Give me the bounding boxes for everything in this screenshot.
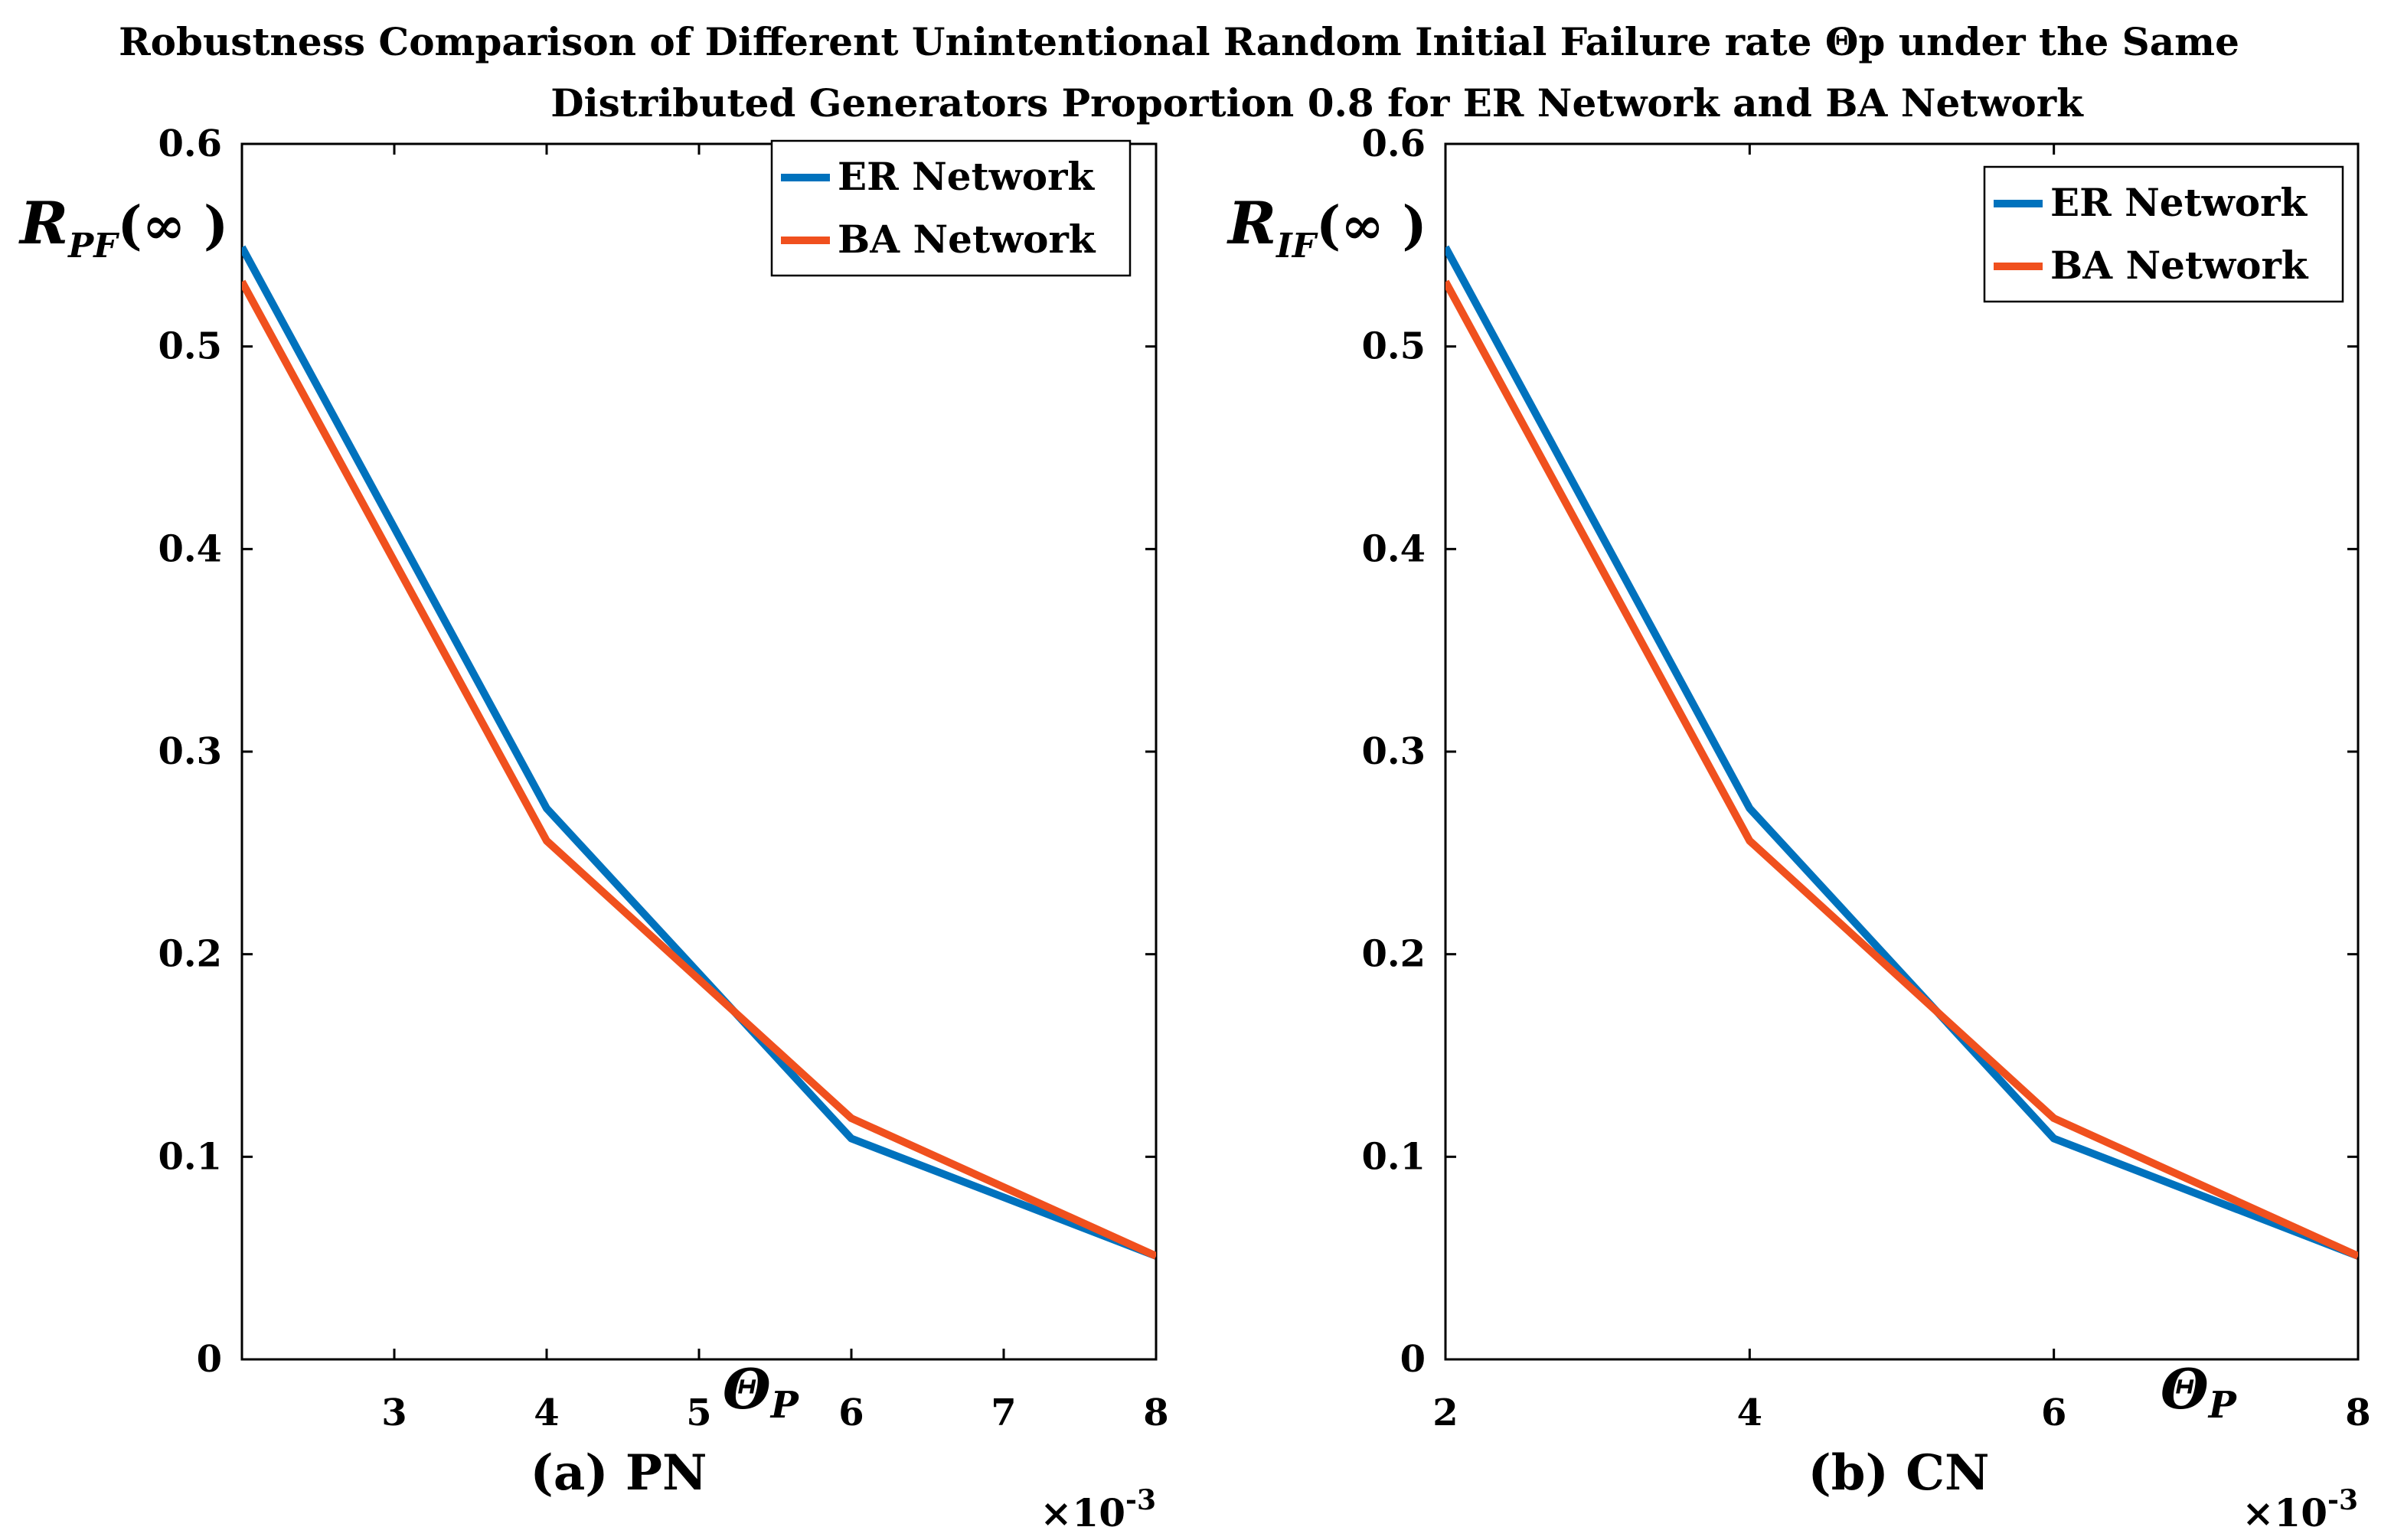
y-tick-label: 0.3 bbox=[1361, 730, 1426, 773]
y-tick-label: 0.3 bbox=[158, 730, 222, 773]
plot-area-box bbox=[1444, 142, 2360, 1361]
panel-pn: 0 0.1 0.2 0.3 0.4 0.5 0.6 3 4 5 6 7 8 ER Network BA Ne… bbox=[18, 122, 1169, 1535]
x-tick-label: 8 bbox=[2345, 1392, 2370, 1434]
y-tick-label: 0.1 bbox=[158, 1135, 222, 1178]
panel-cn: 0 0.1 0.2 0.3 0.4 0.5 0.6 2 4 6 8 ER Network BA Netw… bbox=[1226, 122, 2371, 1535]
legend-label-ba: BA Network bbox=[838, 217, 1096, 262]
y-tick-label: 0.6 bbox=[1361, 122, 1426, 165]
y-tick-label: 0.4 bbox=[1361, 527, 1426, 570]
x-tick-label: 5 bbox=[686, 1392, 711, 1434]
panel-label: (b) CN bbox=[1808, 1444, 1989, 1502]
plot-area-box bbox=[240, 142, 1158, 1361]
y-axis-label: RIF(∞ ) bbox=[1226, 189, 1427, 266]
series-line-ba bbox=[242, 279, 1156, 1260]
series-line-ba bbox=[1445, 279, 2358, 1260]
chart-title-line-1: Robustness Comparison of Different Unint… bbox=[119, 19, 2239, 64]
x-tick-label: 6 bbox=[2041, 1392, 2066, 1434]
x-tick-label: 7 bbox=[991, 1392, 1016, 1434]
legend-box bbox=[770, 139, 1132, 277]
x-tick-label: 6 bbox=[838, 1392, 864, 1434]
y-tick-label: 0.2 bbox=[158, 933, 222, 976]
x-tick-label: 8 bbox=[1143, 1392, 1168, 1434]
series-line-er bbox=[242, 245, 1156, 1260]
x-tick-label: 4 bbox=[534, 1392, 559, 1434]
panel-label: (a) PN bbox=[531, 1444, 707, 1502]
x-exponent-label: ×10-3 bbox=[1040, 1484, 1156, 1535]
x-axis-label: ΘP bbox=[723, 1356, 800, 1427]
y-tick-label: 0.6 bbox=[158, 122, 222, 165]
x-tick-label: 4 bbox=[1737, 1392, 1762, 1434]
y-tick-label: 0 bbox=[1400, 1338, 1426, 1381]
x-exponent-label: ×10-3 bbox=[2242, 1484, 2358, 1535]
legend-label-er: ER Network bbox=[838, 154, 1095, 199]
x-tick-label: 2 bbox=[1432, 1392, 1458, 1434]
y-tick-label: 0.5 bbox=[1361, 325, 1426, 368]
y-tick-label: 0 bbox=[197, 1338, 222, 1381]
y-tick-label: 0.4 bbox=[158, 527, 222, 570]
y-tick-label: 0.5 bbox=[158, 325, 222, 368]
series-line-er bbox=[1445, 245, 2358, 1260]
x-tick-label: 3 bbox=[381, 1392, 407, 1434]
y-tick-label: 0.2 bbox=[1361, 933, 1426, 976]
y-tick-label: 0.1 bbox=[1361, 1135, 1426, 1178]
legend-label-ba: BA Network bbox=[2050, 243, 2309, 288]
y-axis-label: RPF(∞ ) bbox=[18, 189, 228, 266]
x-axis-label: ΘP bbox=[2161, 1356, 2238, 1427]
legend-label-er: ER Network bbox=[2050, 180, 2308, 225]
chart-title-line-2: Distributed Generators Proportion 0.8 fo… bbox=[550, 80, 2084, 126]
legend-box bbox=[1983, 165, 2344, 303]
